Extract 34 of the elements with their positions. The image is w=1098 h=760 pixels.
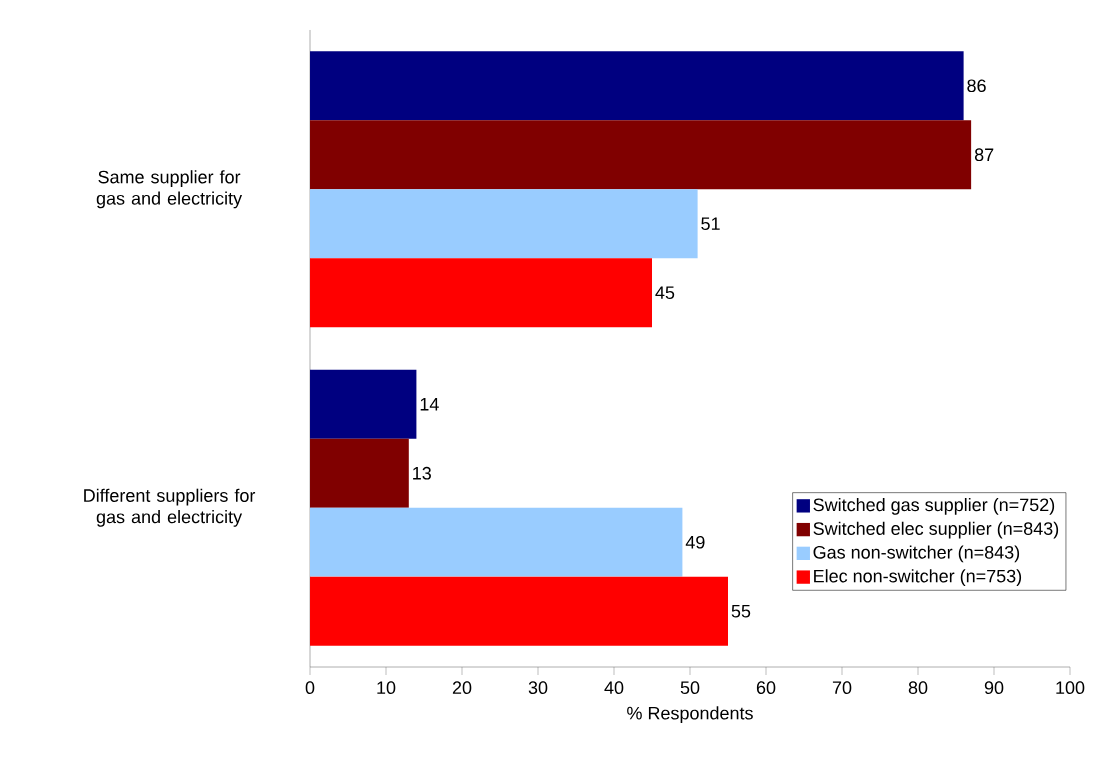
bar bbox=[310, 438, 409, 508]
bar bbox=[310, 189, 698, 259]
data-label: 55 bbox=[731, 604, 751, 618]
bar bbox=[310, 507, 683, 577]
legend-label: Switched gas supplier (n=752) bbox=[813, 497, 1055, 515]
y-tick-label: Different suppliers for gas and electricity bbox=[84, 488, 256, 527]
x-tick-label: 40 bbox=[604, 681, 624, 694]
x-tick-label: 60 bbox=[756, 681, 776, 694]
bar bbox=[310, 576, 729, 646]
x-tick-label: 50 bbox=[680, 681, 700, 694]
x-tick-label: 10 bbox=[377, 681, 396, 694]
x-tick-label: 30 bbox=[528, 681, 548, 694]
y-tick-label: Same supplier for gas and electricity bbox=[96, 170, 243, 209]
data-label: 14 bbox=[420, 398, 439, 411]
data-label: 87 bbox=[974, 148, 994, 162]
legend-label: Elec non-switcher (n=753) bbox=[814, 569, 1022, 586]
bar bbox=[310, 369, 417, 439]
x-tick-label: 90 bbox=[984, 681, 1004, 694]
bar bbox=[310, 120, 972, 190]
x-tick-label: 100 bbox=[1056, 681, 1085, 694]
x-tick-label: 0 bbox=[305, 681, 315, 694]
bar bbox=[310, 51, 964, 121]
data-label: 86 bbox=[967, 79, 986, 93]
legend-label: Switched elec supplier (n=843) bbox=[813, 521, 1059, 539]
x-axis-title: % Respondents bbox=[627, 706, 753, 724]
bar bbox=[310, 258, 653, 328]
data-label: 51 bbox=[701, 217, 720, 231]
data-label: 49 bbox=[685, 535, 705, 549]
x-tick-label: 80 bbox=[908, 681, 928, 694]
x-tick-label: 70 bbox=[832, 681, 852, 694]
x-tick-label: 20 bbox=[452, 681, 472, 694]
data-label: 13 bbox=[413, 466, 431, 480]
legend-label: Gas non-switcher (n=843) bbox=[813, 545, 1020, 563]
data-label: 45 bbox=[655, 286, 675, 300]
